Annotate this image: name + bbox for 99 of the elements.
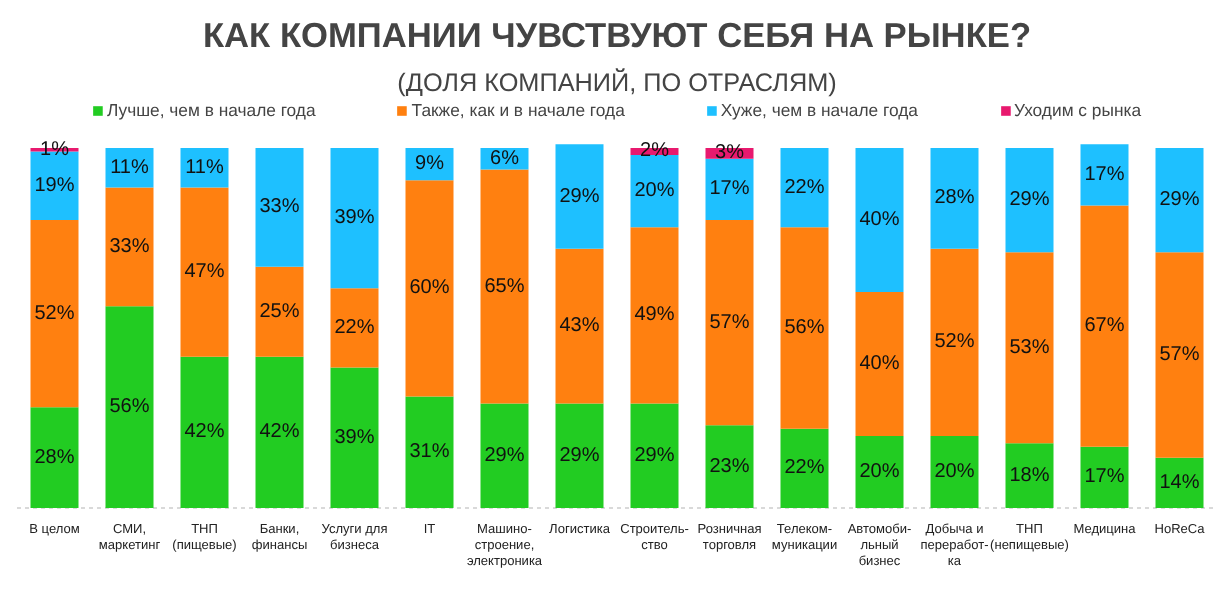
legend-label: Также, как и в начале года	[411, 100, 625, 120]
bar	[630, 227, 679, 404]
bar	[255, 356, 304, 509]
data-label: 6%	[490, 147, 520, 170]
data-label: 18%	[1009, 464, 1050, 487]
legend-label: Лучше, чем в начале года	[106, 100, 316, 120]
bar	[855, 147, 904, 292]
data-label: 33%	[259, 196, 300, 219]
data-label: 19%	[34, 174, 75, 197]
bar	[330, 147, 379, 289]
bar	[480, 169, 529, 404]
bar	[1005, 252, 1054, 444]
chart-subtitle: (ДОЛЯ КОМПАНИЙ, ПО ОТРАСЛЯМ)	[397, 67, 837, 97]
bar	[1155, 147, 1204, 253]
bar	[1005, 443, 1054, 509]
data-label: 65%	[484, 275, 525, 298]
data-label: 20%	[934, 461, 975, 484]
bar	[555, 403, 604, 509]
data-label: 42%	[184, 421, 225, 444]
chart-title: КАК КОМПАНИИ ЧУВСТВУЮТ СЕБЯ НА РЫНКЕ?	[202, 15, 1032, 55]
data-label: 22%	[334, 316, 375, 339]
data-label: 17%	[1084, 163, 1125, 186]
bar	[405, 180, 454, 397]
data-label: 57%	[709, 311, 750, 334]
bar	[1080, 446, 1129, 509]
data-label: 56%	[109, 396, 150, 419]
bar	[30, 151, 79, 220]
data-label: 47%	[184, 261, 225, 284]
data-label: 9%	[415, 153, 445, 176]
bar	[330, 288, 379, 368]
data-label: 29%	[1009, 189, 1050, 212]
bar	[780, 428, 829, 509]
bar	[780, 147, 829, 228]
bar	[330, 367, 379, 509]
data-label: 28%	[34, 446, 75, 469]
data-label: 28%	[934, 187, 975, 210]
bar	[1080, 144, 1129, 206]
data-label: 23%	[709, 455, 750, 478]
bar	[630, 155, 679, 228]
data-label: 42%	[259, 421, 300, 444]
bar	[555, 248, 604, 404]
data-label: 29%	[484, 444, 525, 467]
data-label: 49%	[634, 304, 675, 327]
data-label: 22%	[784, 457, 825, 480]
data-label: 40%	[859, 208, 900, 231]
data-label: 20%	[859, 461, 900, 484]
data-label: 40%	[859, 352, 900, 375]
data-label: 52%	[34, 302, 75, 325]
data-label: 39%	[334, 207, 375, 230]
bar	[480, 403, 529, 509]
data-label: 33%	[109, 235, 150, 258]
bar	[555, 144, 604, 249]
data-label: 17%	[1084, 466, 1125, 489]
bar	[705, 158, 754, 220]
data-label: 11%	[110, 156, 149, 179]
bar	[705, 425, 754, 509]
data-label: 60%	[409, 277, 450, 300]
bar	[705, 219, 754, 426]
data-label: 17%	[709, 178, 750, 201]
bar	[105, 187, 154, 307]
bar	[255, 147, 304, 267]
bar	[180, 187, 229, 357]
data-label: 25%	[259, 300, 300, 323]
bar	[30, 219, 79, 408]
legend-label: Уходим с рынка	[1013, 100, 1142, 120]
bar	[855, 436, 904, 509]
data-label: 57%	[1159, 343, 1200, 366]
data-label: 29%	[559, 185, 600, 208]
bar	[930, 147, 979, 249]
data-label: 52%	[934, 331, 975, 354]
bar	[780, 227, 829, 429]
bar	[930, 436, 979, 509]
data-label: 53%	[1009, 336, 1050, 359]
data-label: 43%	[559, 315, 600, 338]
data-label: 22%	[784, 176, 825, 199]
bar	[930, 248, 979, 437]
data-label: 39%	[334, 426, 375, 449]
data-label: 29%	[559, 444, 600, 467]
bar	[1005, 147, 1054, 253]
bar	[855, 291, 904, 437]
data-label: 14%	[1159, 471, 1200, 494]
data-label: 31%	[409, 441, 450, 464]
data-label: 20%	[634, 180, 675, 203]
bar	[180, 356, 229, 509]
data-label: 29%	[1159, 189, 1200, 212]
legend-label: Хуже, чем в начале года	[720, 100, 918, 120]
data-label: 29%	[634, 444, 675, 467]
bar	[1080, 205, 1129, 447]
bar	[30, 407, 79, 509]
bar	[405, 396, 454, 509]
data-label: 56%	[784, 316, 825, 339]
data-label: 11%	[185, 156, 224, 179]
data-label: 67%	[1084, 315, 1125, 338]
bar	[1155, 252, 1204, 458]
bar	[255, 266, 304, 357]
bar	[105, 306, 154, 509]
data-label: 3%	[715, 142, 745, 165]
bar	[630, 403, 679, 509]
data-label: 1%	[40, 138, 70, 161]
